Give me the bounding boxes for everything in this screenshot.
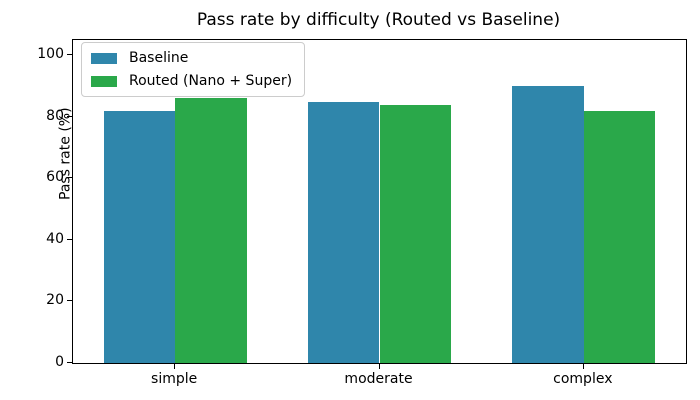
x-tick-label-simple: simple [151, 371, 198, 387]
y-tick-mark [67, 300, 72, 302]
legend: Baseline Routed (Nano + Super) [81, 42, 306, 97]
legend-item-baseline: Baseline [91, 50, 292, 66]
legend-item-routed-nano-super: Routed (Nano + Super) [91, 73, 292, 89]
chart-title: Pass rate by difficulty (Routed vs Basel… [196, 10, 561, 30]
x-tick-label-complex: complex [553, 371, 613, 387]
y-tick-label: 0 [55, 354, 64, 370]
legend-label: Baseline [129, 50, 189, 66]
legend-swatch-routed-nano-super [91, 75, 117, 87]
x-tick-label-moderate: moderate [344, 371, 413, 387]
y-tick-mark [67, 362, 72, 363]
x-tick-mark [174, 364, 176, 369]
bar-baseline-simple [103, 110, 176, 363]
bar-routed-nano-super-complex [583, 110, 656, 363]
legend-label: Routed (Nano + Super) [129, 73, 293, 89]
bar-routed-nano-super-moderate [379, 104, 452, 363]
bar-baseline-complex [512, 86, 584, 363]
x-tick-mark [378, 364, 380, 369]
y-tick-label: 40 [46, 230, 64, 247]
bar-routed-nano-super-simple [175, 98, 247, 363]
y-tick-mark [67, 177, 72, 179]
plot-area: Baseline Routed (Nano + Super) [72, 39, 687, 364]
y-tick-label: 20 [46, 292, 64, 309]
y-tick-mark [67, 238, 72, 240]
y-tick-label: 60 [46, 169, 64, 186]
y-tick-mark [67, 54, 72, 56]
y-tick-mark [67, 115, 72, 117]
y-tick-label: 80 [46, 107, 64, 124]
legend-swatch-baseline [91, 52, 117, 64]
bar-baseline-moderate [307, 101, 380, 363]
y-tick-label: 100 [37, 46, 64, 63]
x-tick-mark [582, 364, 584, 369]
